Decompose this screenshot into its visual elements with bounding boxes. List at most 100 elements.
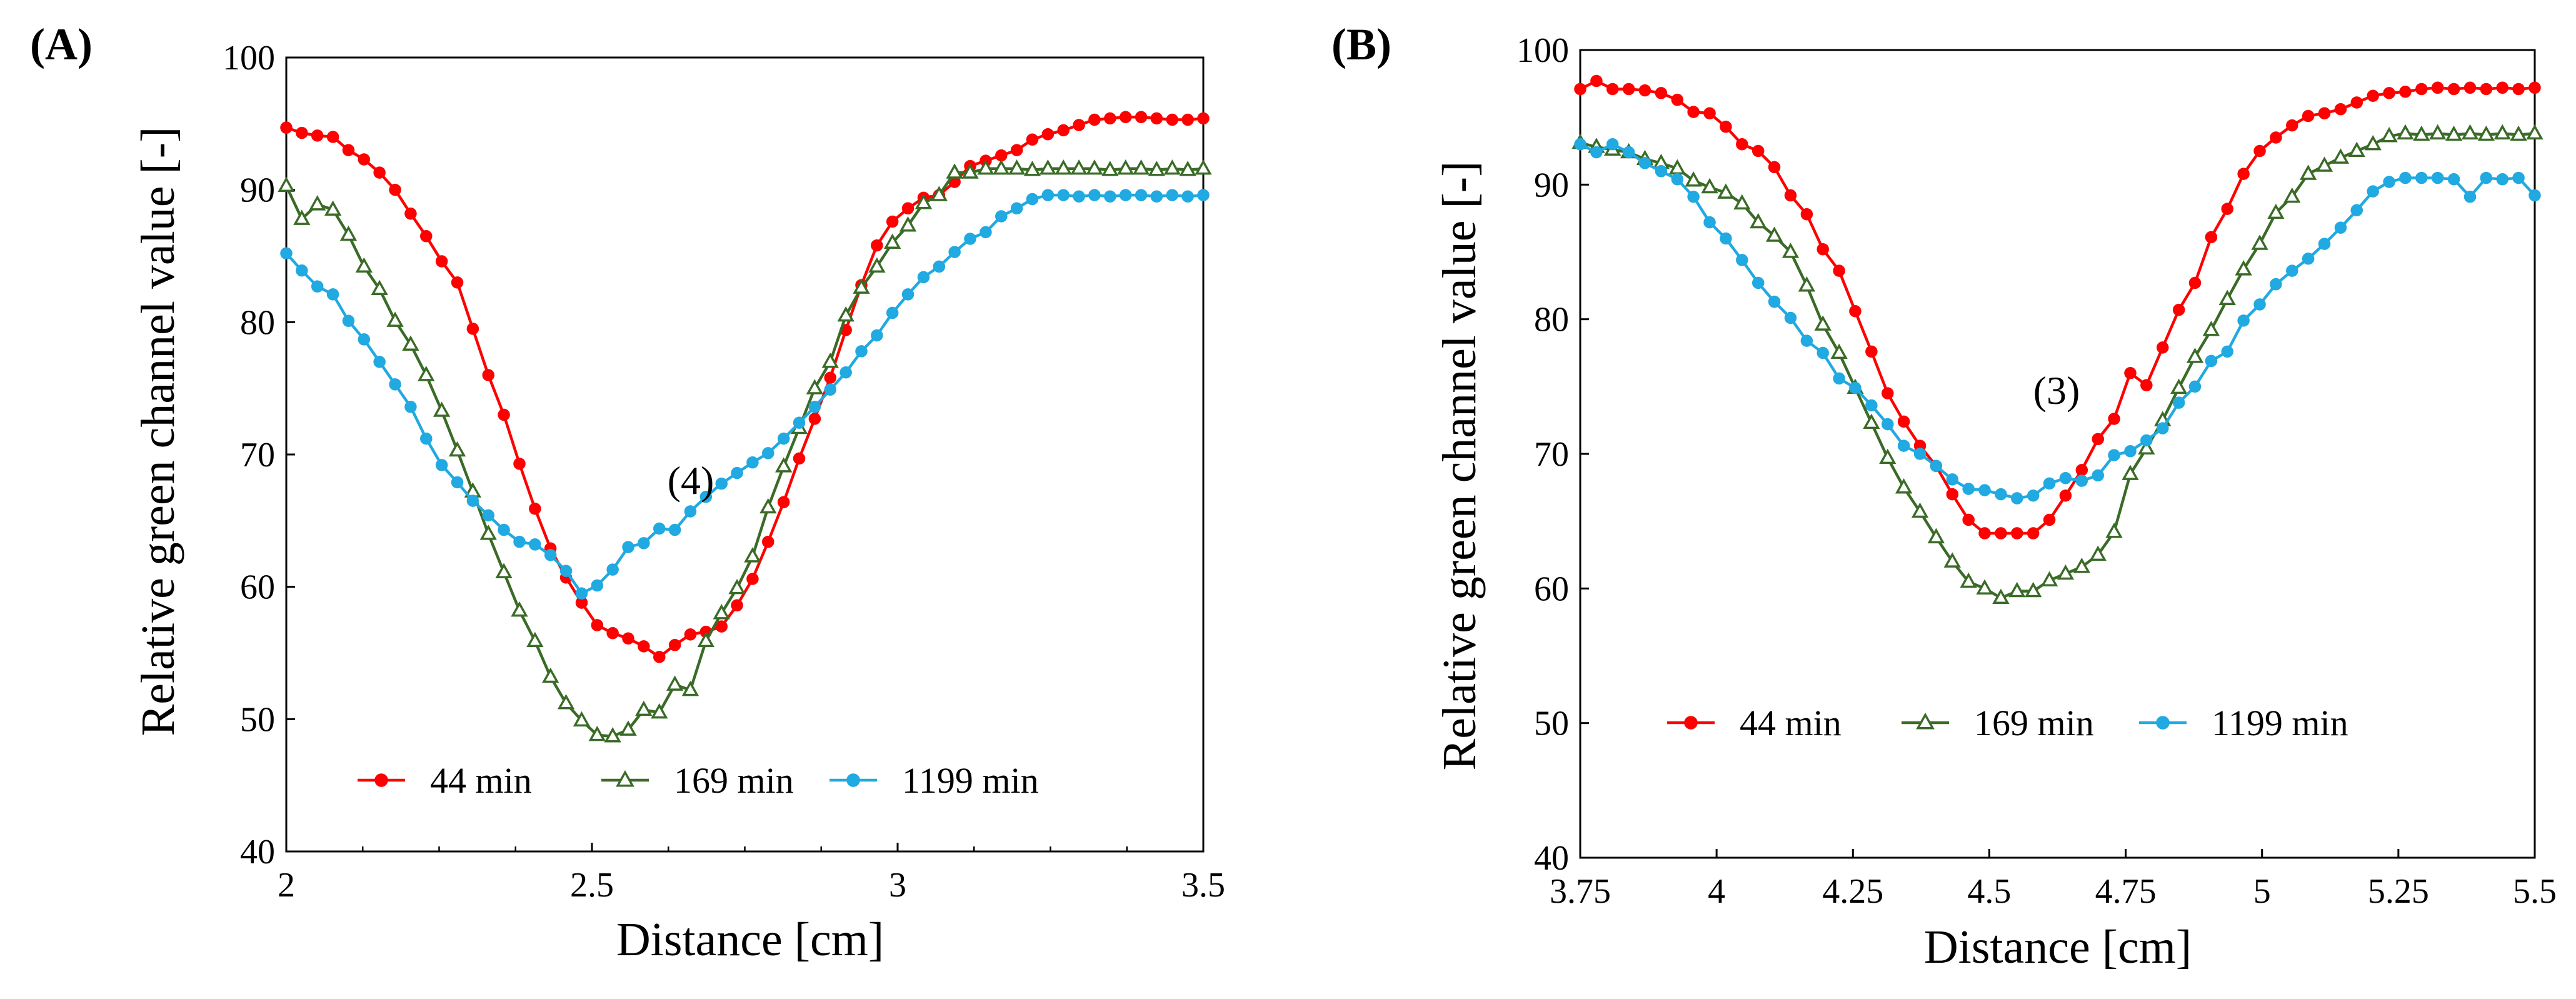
panel-a-data-point	[404, 208, 417, 220]
panel-b-x-tick-label: 4.5	[1967, 872, 2011, 911]
panel-b-data-point	[1833, 264, 1845, 277]
panel-a-data-point	[775, 457, 793, 473]
panel-a-data-point	[1101, 161, 1119, 176]
panel-a-data-point	[342, 144, 355, 156]
panel-b-data-point	[2172, 303, 2185, 316]
panel-b-data-point	[1927, 528, 1945, 544]
panel-b-data-point	[2367, 185, 2379, 198]
panel-a-data-point	[1073, 190, 1085, 203]
panel-b-data-point	[1606, 83, 1619, 96]
panel-b-data-point	[1814, 315, 1832, 331]
panel-a-data-point	[622, 541, 634, 553]
panel-b-data-point	[1671, 173, 1684, 186]
panel-a-data-point	[542, 667, 559, 683]
panel-b-data-point	[2299, 164, 2317, 180]
panel-a-data-point	[433, 401, 451, 417]
panel-b-data-point	[2302, 253, 2315, 265]
panel-b-series-169-min	[1571, 124, 2543, 605]
panel-a-data-point	[1086, 159, 1103, 175]
panel-a-data-point	[653, 651, 666, 663]
panel-a-data-point	[917, 271, 930, 284]
panel-b-data-point	[2528, 81, 2541, 94]
panel-a-data-point	[1150, 190, 1163, 203]
panel-b-data-point	[1995, 488, 2007, 501]
panel-b-data-point	[2205, 354, 2218, 368]
panel-a-data-point	[373, 166, 386, 179]
panel-b-data-point	[2092, 433, 2104, 446]
panel-b-data-point	[1720, 232, 1732, 245]
panel-a-x-tick-label: 2	[278, 866, 295, 905]
panel-b-data-point	[2202, 321, 2220, 336]
panel-a-data-point	[326, 288, 339, 301]
panel-a-data-point	[373, 356, 386, 368]
panel-a-data-point	[871, 329, 883, 342]
panel-a-data-point	[606, 563, 619, 576]
panel-a-data-point	[1119, 111, 1132, 123]
panel-a-data-point	[762, 535, 774, 548]
panel-a-data-point	[1088, 189, 1101, 201]
panel-b-legend-label: 169 min	[1974, 703, 2094, 743]
panel-b-data-point	[2011, 527, 2023, 540]
panel-a-legend-marker	[846, 773, 860, 787]
panel-b-data-point	[1930, 459, 1943, 473]
panel-a-y-tick-label: 80	[240, 303, 275, 342]
panel-b-y-axis-title: Relative green channel value [-]	[1433, 161, 1486, 771]
panel-b-data-point	[2008, 581, 2026, 598]
panel-a-data-point	[529, 503, 541, 515]
panel-a-data-point	[1057, 124, 1070, 137]
panel-b-x-tick-label: 5.5	[2513, 872, 2557, 911]
panel-a-data-point	[1197, 189, 1210, 201]
panel-a-data-point	[619, 720, 637, 736]
panel-a-plot: 40 50 60 70 80 90 100 2 2.5 3 3.5 (4) 44 min 169 min 1…	[223, 39, 1225, 905]
panel-a-data-point	[993, 159, 1010, 175]
panel-a-data-point	[1166, 113, 1179, 126]
panel-b-data-point	[2059, 489, 2072, 502]
panel-a-data-point	[1055, 159, 1072, 175]
panel-b-data-point	[1992, 588, 2010, 605]
panel-a-data-point	[466, 323, 479, 335]
panel-a-data-point	[715, 620, 728, 633]
panel-b-data-point	[2348, 141, 2365, 158]
panel-b-data-point	[1752, 276, 1765, 289]
panel-b-data-point	[2057, 564, 2075, 580]
panel-a-data-point	[1195, 159, 1212, 175]
panel-b-data-point	[1768, 161, 1781, 174]
panel-b-data-point	[2237, 168, 2250, 180]
panel-a-data-point	[995, 149, 1008, 162]
panel-b-data-point	[1750, 213, 1767, 229]
panel-a-data-point	[1041, 189, 1055, 201]
panel-b-legend-item: 169 min	[1902, 703, 2094, 743]
panel-a-data-point	[1104, 190, 1116, 203]
panel-b-data-point	[2205, 231, 2218, 244]
panel-a-data-point	[793, 452, 806, 465]
panel-a-data-point	[435, 459, 448, 471]
panel-a-data-point	[513, 458, 526, 470]
panel-a-data-point	[1010, 202, 1023, 215]
panel-a-data-point	[1135, 189, 1148, 201]
panel-a-legend: 44 min 169 min 1199 min	[358, 760, 1039, 801]
panel-a-data-point	[930, 186, 948, 201]
panel-a-data-point	[1135, 111, 1148, 123]
panel-b-data-point	[1978, 527, 1991, 540]
panel-a-data-point	[404, 401, 417, 413]
panel-a-y-tick-label: 70	[240, 436, 275, 474]
panel-b-data-point	[1590, 74, 1603, 88]
panel-b-data-point	[1687, 106, 1700, 118]
panel-b-data-point	[2027, 527, 2040, 540]
panel-a-data-point	[606, 627, 619, 640]
panel-a-data-point	[886, 215, 899, 228]
panel-b-y-tick-label: 80	[1534, 301, 1569, 339]
panel-b-data-point	[1784, 189, 1797, 202]
panel-b-data-point	[1882, 418, 1894, 431]
panel-a-data-point	[1163, 159, 1181, 175]
panel-b-data-point	[2092, 469, 2104, 482]
panel-a-data-point	[731, 599, 743, 612]
panel-b-data-point	[2040, 571, 2058, 587]
panel-b-data-point	[2140, 379, 2153, 391]
panel-b-data-point	[1720, 120, 1732, 133]
panel-a-data-point	[731, 466, 743, 479]
panel-b-data-point	[1638, 157, 1651, 169]
panel-b-x-tick-label: 4.25	[1822, 872, 1883, 911]
panel-b-x-tick-label: 3.75	[1550, 872, 1611, 911]
